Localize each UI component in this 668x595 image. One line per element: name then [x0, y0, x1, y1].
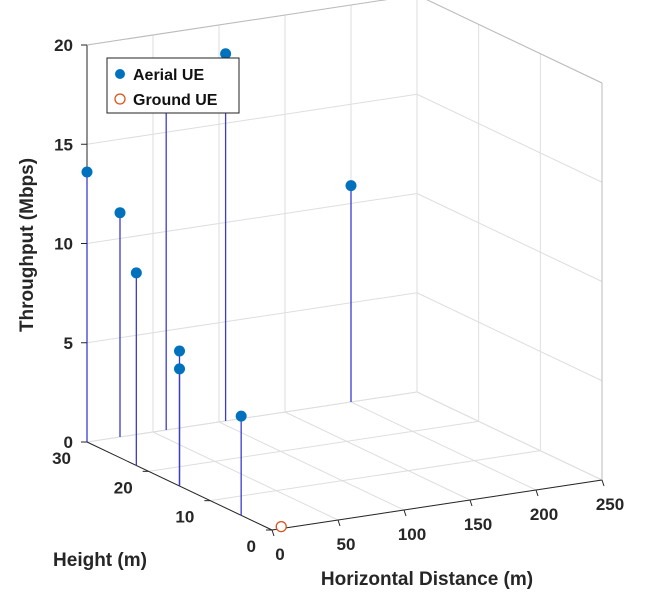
box-edge-line: [426, 0, 603, 84]
grid-line-floor-x: [284, 411, 471, 501]
grid-line-back-z: [86, 0, 388, 46]
legend-marker-ground: [114, 93, 126, 105]
aerial-ue-point: [81, 166, 93, 178]
x-tick-label: 0: [275, 545, 284, 564]
aerial-ue-point: [130, 267, 142, 279]
grid-line-floor-x: [350, 401, 537, 491]
y-tick-label: 10: [175, 508, 194, 527]
y-tick-label: 20: [114, 478, 133, 497]
grid-line-side-z: [416, 193, 603, 282]
aerial-ue-point: [345, 180, 357, 192]
z-tick-label: 0: [64, 433, 73, 452]
y-axis-label: Height (m): [53, 550, 147, 571]
y-tick-label: 0: [247, 537, 256, 556]
legend: Aerial UE Ground UE: [106, 57, 240, 114]
aerial-ue-point: [114, 207, 126, 219]
grid-line-side-z: [416, 391, 603, 481]
x-tick-mark: [535, 489, 539, 497]
x-tick-mark: [271, 529, 275, 537]
x-tick-mark: [469, 499, 473, 507]
x-tick-mark: [601, 479, 605, 487]
x-tick-label: 50: [337, 535, 356, 554]
legend-marker-aerial: [115, 69, 125, 79]
grid-line-floor-y: [148, 420, 479, 472]
z-tick-label: 15: [54, 135, 73, 154]
grid-line-floor-y: [210, 450, 541, 502]
box-edge-line: [86, 0, 388, 46]
grid-line-back-z: [86, 391, 418, 443]
x-tick-label: 150: [464, 515, 492, 534]
x-tick-label: 200: [530, 505, 558, 524]
aerial-ue-point: [235, 410, 247, 422]
z-tick-label: 5: [64, 334, 73, 353]
grid-line-back-z: [86, 292, 418, 344]
aerial-ue-point: [220, 48, 232, 60]
z-tick-label: 10: [54, 235, 73, 254]
aerial-ue-point: [174, 345, 185, 357]
grid-line-side-z: [426, 0, 603, 84]
grid-line-side-z: [416, 292, 603, 382]
grid-line-back-z: [86, 93, 418, 145]
legend-label-ground: Ground UE: [133, 92, 218, 109]
x-axis-line: [271, 479, 603, 531]
z-axis-label: Throughput (Mbps): [17, 158, 38, 332]
aerial-ue-point: [174, 363, 185, 375]
x-tick-mark: [337, 519, 341, 527]
x-axis-label: Horizontal Distance (m): [321, 569, 533, 590]
grid-line-side-z: [416, 93, 603, 183]
y-tick-label: 30: [52, 449, 71, 468]
z-tick-label: 20: [54, 36, 73, 55]
legend-label-aerial: Aerial UE: [133, 67, 204, 84]
legend-box: [106, 57, 240, 114]
x-tick-label: 100: [398, 525, 426, 544]
grid-line-floor-x: [152, 431, 339, 521]
x-tick-mark: [403, 509, 407, 517]
grid-line-back-z: [86, 193, 418, 244]
grid-line-floor-x: [218, 421, 405, 511]
ground-ue-point: [275, 520, 287, 533]
x-tick-label: 250: [596, 495, 624, 514]
